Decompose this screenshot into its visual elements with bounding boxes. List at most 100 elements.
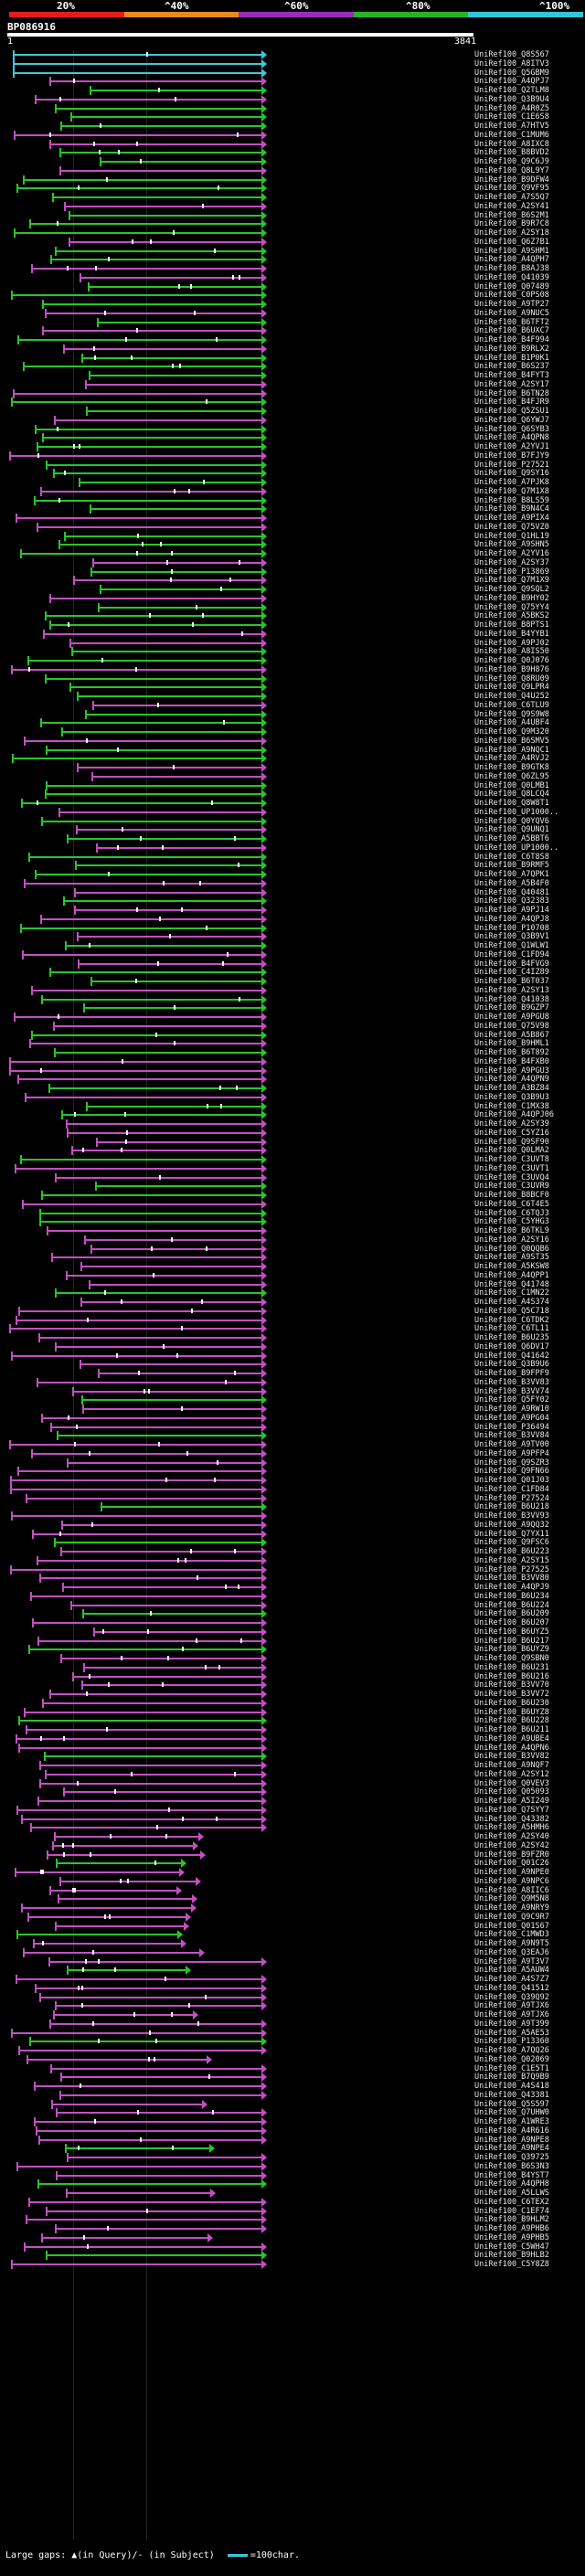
- hit-label[interactable]: UniRef100_A9TV00: [474, 1440, 549, 1449]
- hit-label[interactable]: UniRef100_B8AJ38: [474, 264, 549, 273]
- hit-label[interactable]: UniRef100_A7PJK8: [474, 478, 549, 487]
- hit-row[interactable]: UniRef100_A5KSW8: [0, 1262, 585, 1271]
- hit-label[interactable]: UniRef100_Q8W8T1: [474, 799, 549, 808]
- hit-label[interactable]: UniRef100_A2SY40: [474, 1832, 549, 1841]
- hit-label[interactable]: UniRef100_Q9SQL2: [474, 585, 549, 594]
- hit-label[interactable]: UniRef100_Q8L9Y7: [474, 166, 549, 175]
- hit-row[interactable]: UniRef100_B9GTK8: [0, 763, 585, 772]
- hit-label[interactable]: UniRef100_B6U218: [474, 1502, 549, 1511]
- hit-row[interactable]: UniRef100_A4QPJ8: [0, 915, 585, 924]
- hit-row[interactable]: UniRef100_B6UYZ9: [0, 1645, 585, 1654]
- hit-row[interactable]: UniRef100_B8AJ38: [0, 264, 585, 273]
- hit-label[interactable]: UniRef100_A2SY37: [474, 558, 549, 567]
- hit-label[interactable]: UniRef100_Q6ZL95: [474, 772, 549, 781]
- hit-row[interactable]: UniRef100_Q41512: [0, 1984, 585, 1993]
- hit-row[interactable]: UniRef100_A9NPE0: [0, 1868, 585, 1877]
- hit-row[interactable]: UniRef100_A9TP27: [0, 300, 585, 309]
- hit-row[interactable]: UniRef100_C4IZ89: [0, 968, 585, 977]
- hit-label[interactable]: UniRef100_A8ITV3: [474, 59, 549, 69]
- hit-row[interactable]: UniRef100_C0PS08: [0, 291, 585, 300]
- hit-label[interactable]: UniRef100_Q7M1X8: [474, 487, 549, 496]
- hit-label[interactable]: UniRef100_C1MWD3: [474, 1930, 549, 1939]
- hit-row[interactable]: UniRef100_A7QPK1: [0, 870, 585, 879]
- hit-label[interactable]: UniRef100_C3UVR9: [474, 1182, 549, 1191]
- hit-row[interactable]: UniRef100_A8ITV3: [0, 59, 585, 69]
- hit-row[interactable]: UniRef100_B6SMV5: [0, 737, 585, 746]
- hit-row[interactable]: UniRef100_A9TJX6: [0, 2010, 585, 2019]
- hit-row[interactable]: UniRef100_B3VV72: [0, 1690, 585, 1699]
- hit-row[interactable]: UniRef100_A9NUC5: [0, 309, 585, 318]
- hit-label[interactable]: UniRef100_A9QQ32: [474, 1521, 549, 1530]
- hit-label[interactable]: UniRef100_C6TL11: [474, 1324, 549, 1333]
- hit-label[interactable]: UniRef100_B9GZP7: [474, 1003, 549, 1012]
- hit-label[interactable]: UniRef100_B8BVD2: [474, 148, 549, 157]
- hit-row[interactable]: UniRef100_A2SY39: [0, 1119, 585, 1129]
- hit-row[interactable]: UniRef100_A9PGU8: [0, 1012, 585, 1022]
- hit-row[interactable]: UniRef100_C1MN22: [0, 1288, 585, 1298]
- hit-row[interactable]: UniRef100_A8IS50: [0, 647, 585, 656]
- hit-label[interactable]: UniRef100_A5B4F0: [474, 879, 549, 888]
- hit-row[interactable]: UniRef100_Q1WLW1: [0, 941, 585, 950]
- hit-row[interactable]: UniRef100_Q7M1X9: [0, 576, 585, 585]
- hit-label[interactable]: UniRef100_A2SY15: [474, 1556, 549, 1565]
- hit-row[interactable]: UniRef100_Q9SBN0: [0, 1654, 585, 1663]
- hit-row[interactable]: UniRef100_A4S7Z7: [0, 1975, 585, 1984]
- hit-row[interactable]: UniRef100_B6U231: [0, 1663, 585, 1672]
- hit-label[interactable]: UniRef100_B6S237: [474, 362, 549, 371]
- hit-row[interactable]: UniRef100_Q3B9U4: [0, 95, 585, 104]
- hit-label[interactable]: UniRef100_C3UVT1: [474, 1164, 549, 1173]
- hit-label[interactable]: UniRef100_Q9SBN0: [474, 1654, 549, 1663]
- hit-label[interactable]: UniRef100_A9PG04: [474, 1414, 549, 1423]
- hit-row[interactable]: UniRef100_B9RLX2: [0, 345, 585, 354]
- hit-label[interactable]: UniRef100_B3VV70: [474, 1680, 549, 1690]
- hit-label[interactable]: UniRef100_Q3EAJ6: [474, 1948, 549, 1957]
- hit-row[interactable]: UniRef100_Q9M5N8: [0, 1894, 585, 1903]
- hit-row[interactable]: UniRef100_C1MWD3: [0, 1930, 585, 1939]
- hit-row[interactable]: UniRef100_P13360: [0, 2037, 585, 2046]
- hit-label[interactable]: UniRef100_Q01C26: [474, 1859, 549, 1868]
- hit-row[interactable]: UniRef100_A2SY13: [0, 986, 585, 995]
- hit-label[interactable]: UniRef100_B9RMF5: [474, 861, 549, 870]
- hit-label[interactable]: UniRef100_A9NUC5: [474, 309, 549, 318]
- hit-row[interactable]: UniRef100_B9HLM2: [0, 2215, 585, 2224]
- hit-row[interactable]: UniRef100_B9N4C4: [0, 504, 585, 514]
- hit-row[interactable]: UniRef100_B9HY02: [0, 594, 585, 603]
- hit-label[interactable]: UniRef100_C3UVT8: [474, 1155, 549, 1164]
- hit-row[interactable]: UniRef100_C3UVR9: [0, 1182, 585, 1191]
- hit-row[interactable]: UniRef100_C3UVT8: [0, 1155, 585, 1164]
- hit-label[interactable]: UniRef100_A9PIX4: [474, 514, 549, 523]
- hit-row[interactable]: UniRef100_B4FYT3: [0, 371, 585, 380]
- hit-row[interactable]: UniRef100_A5BKS2: [0, 611, 585, 620]
- hit-label[interactable]: UniRef100_C6TLU9: [474, 701, 549, 710]
- hit-label[interactable]: UniRef100_B6U235: [474, 1333, 549, 1342]
- hit-row[interactable]: UniRef100_B6T892: [0, 1048, 585, 1057]
- hit-row[interactable]: UniRef100_A9RW10: [0, 1405, 585, 1414]
- hit-label[interactable]: UniRef100_P13360: [474, 2037, 549, 2046]
- hit-row[interactable]: UniRef100_A9T399: [0, 2019, 585, 2029]
- hit-row[interactable]: UniRef100_B8BCF0: [0, 1191, 585, 1200]
- hit-label[interactable]: UniRef100_A9NPC6: [474, 1877, 549, 1886]
- hit-label[interactable]: UniRef100_Q43381: [474, 2091, 549, 2100]
- hit-row[interactable]: UniRef100_A7PJK8: [0, 478, 585, 487]
- hit-label[interactable]: UniRef100_C1E6S8: [474, 112, 549, 122]
- hit-label[interactable]: UniRef100_B4FXB0: [474, 1057, 549, 1066]
- hit-label[interactable]: UniRef100_A4S7Z7: [474, 1975, 549, 1984]
- hit-label[interactable]: UniRef100_A4QPJ06: [474, 1110, 554, 1119]
- hit-label[interactable]: UniRef100_B6UYZ9: [474, 1645, 549, 1654]
- hit-row[interactable]: UniRef100_Q39725: [0, 2153, 585, 2162]
- hit-label[interactable]: UniRef100_Q9VF95: [474, 184, 549, 193]
- hit-label[interactable]: UniRef100_Q8S567: [474, 50, 549, 59]
- hit-row[interactable]: UniRef100_Q9FSC6: [0, 1538, 585, 1547]
- hit-row[interactable]: UniRef100_Q5C718: [0, 1307, 585, 1316]
- hit-label[interactable]: UniRef100_A2SY42: [474, 1841, 549, 1850]
- hit-label[interactable]: UniRef100_Q0LMA2: [474, 1146, 549, 1155]
- hit-label[interactable]: UniRef100_A4QPH7: [474, 255, 549, 264]
- hit-row[interactable]: UniRef100_Q8LCQ4: [0, 790, 585, 799]
- hit-row[interactable]: UniRef100_A9N9T5: [0, 1939, 585, 1948]
- hit-row[interactable]: UniRef100_B3VV70: [0, 1680, 585, 1690]
- hit-label[interactable]: UniRef100_Q9LPR4: [474, 683, 549, 692]
- hit-row[interactable]: UniRef100_B6U228: [0, 1716, 585, 1725]
- hit-label[interactable]: UniRef100_A9TJX6: [474, 2001, 549, 2010]
- hit-row[interactable]: UniRef100_B6S237: [0, 362, 585, 371]
- hit-label[interactable]: UniRef100_A4UBF4: [474, 718, 549, 727]
